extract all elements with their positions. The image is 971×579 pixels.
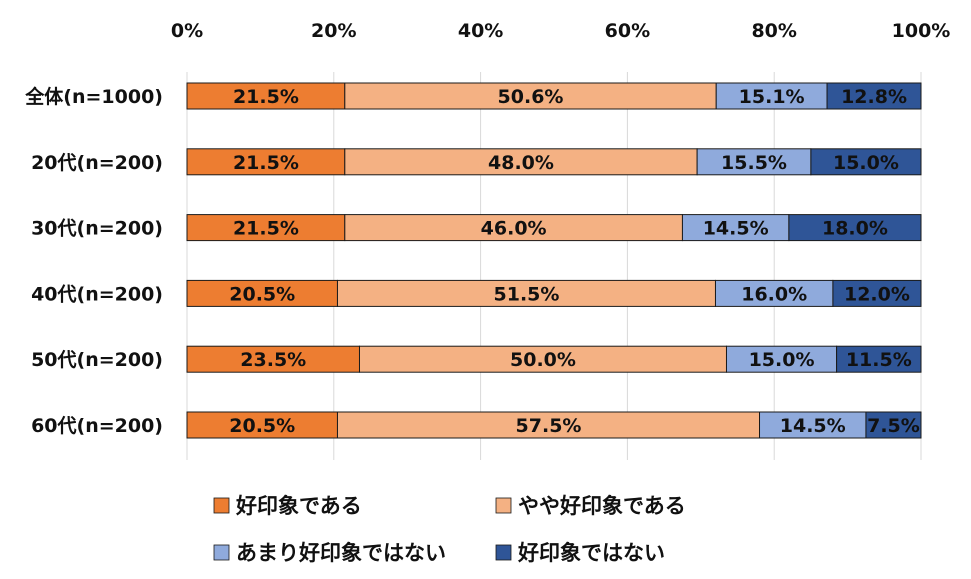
bar-segment (186, 214, 346, 242)
data-label: 16.0% (741, 283, 807, 305)
bar-segment (696, 148, 812, 176)
data-label: 14.5% (780, 415, 846, 437)
data-label: 20.5% (229, 415, 295, 437)
bar-segment (788, 214, 922, 242)
legend-label: 好印象である (235, 494, 362, 518)
legend-swatch (213, 544, 230, 561)
bars: 21.5% 50.6% 15.1% 12.8% 21.5% 48.0% 15.5% 15.0%… (186, 82, 922, 439)
data-label: 12.0% (844, 283, 910, 305)
data-label: 15.5% (721, 152, 787, 174)
bar-segment (810, 148, 922, 176)
legend-label: 好印象ではない (517, 541, 665, 565)
data-label: 14.5% (703, 218, 769, 240)
data-label: 21.5% (233, 152, 299, 174)
category-label: 40代(n=200) (31, 283, 163, 305)
category-labels: 全体(n=1000) 20代(n=200) 30代(n=200) 40代(n=200)… (24, 85, 163, 437)
bar-segment (186, 82, 346, 110)
x-axis-ticks: 0% 20% 40% 60% 80% 100% (171, 20, 950, 42)
bar-segment (832, 279, 922, 307)
data-label: 23.5% (240, 349, 306, 371)
bar-segment (336, 279, 716, 307)
x-tick-label: 0% (171, 20, 203, 42)
category-label: 30代(n=200) (31, 218, 163, 240)
data-label: 12.8% (841, 86, 907, 108)
x-tick-label: 100% (892, 20, 951, 42)
data-label: 46.0% (481, 218, 547, 240)
bar-segment (186, 148, 346, 176)
category-label: 60代(n=200) (31, 415, 163, 437)
bar-segment (344, 214, 683, 242)
legend-label: やや好印象である (518, 494, 686, 518)
category-label: 全体(n=1000) (24, 85, 163, 108)
category-label: 50代(n=200) (31, 349, 163, 371)
data-label: 48.0% (488, 152, 554, 174)
data-label: 15.0% (749, 349, 815, 371)
data-label: 21.5% (233, 86, 299, 108)
data-label: 50.0% (510, 349, 576, 371)
bar-segment (186, 345, 360, 373)
legend-label: あまり好印象ではない (236, 541, 446, 565)
bar-segment (344, 148, 698, 176)
data-label: 15.1% (739, 86, 805, 108)
x-tick-label: 80% (751, 20, 796, 42)
gridlines (186, 72, 922, 460)
data-label: 21.5% (233, 218, 299, 240)
bar-segment (759, 411, 867, 439)
bar-segment (826, 82, 922, 110)
data-label: 11.5% (846, 349, 912, 371)
legend-swatch (495, 497, 512, 514)
bar-segment (186, 411, 338, 439)
data-label: 50.6% (498, 86, 564, 108)
category-label: 20代(n=200) (31, 152, 163, 174)
legend-swatch (213, 497, 230, 514)
data-label: 51.5% (494, 283, 560, 305)
bar-segment (186, 279, 338, 307)
data-label: 57.5% (516, 415, 582, 437)
legend-swatch (495, 544, 512, 561)
x-tick-label: 40% (458, 20, 503, 42)
data-label: 7.5% (867, 415, 920, 437)
x-tick-label: 60% (605, 20, 650, 42)
data-label: 15.0% (833, 152, 899, 174)
bar-segment (681, 214, 790, 242)
bar-segment (836, 345, 922, 373)
data-label: 20.5% (229, 283, 295, 305)
bar-segment (358, 345, 727, 373)
bar-segment (865, 411, 922, 439)
x-tick-label: 20% (311, 20, 356, 42)
data-label: 18.0% (822, 218, 888, 240)
